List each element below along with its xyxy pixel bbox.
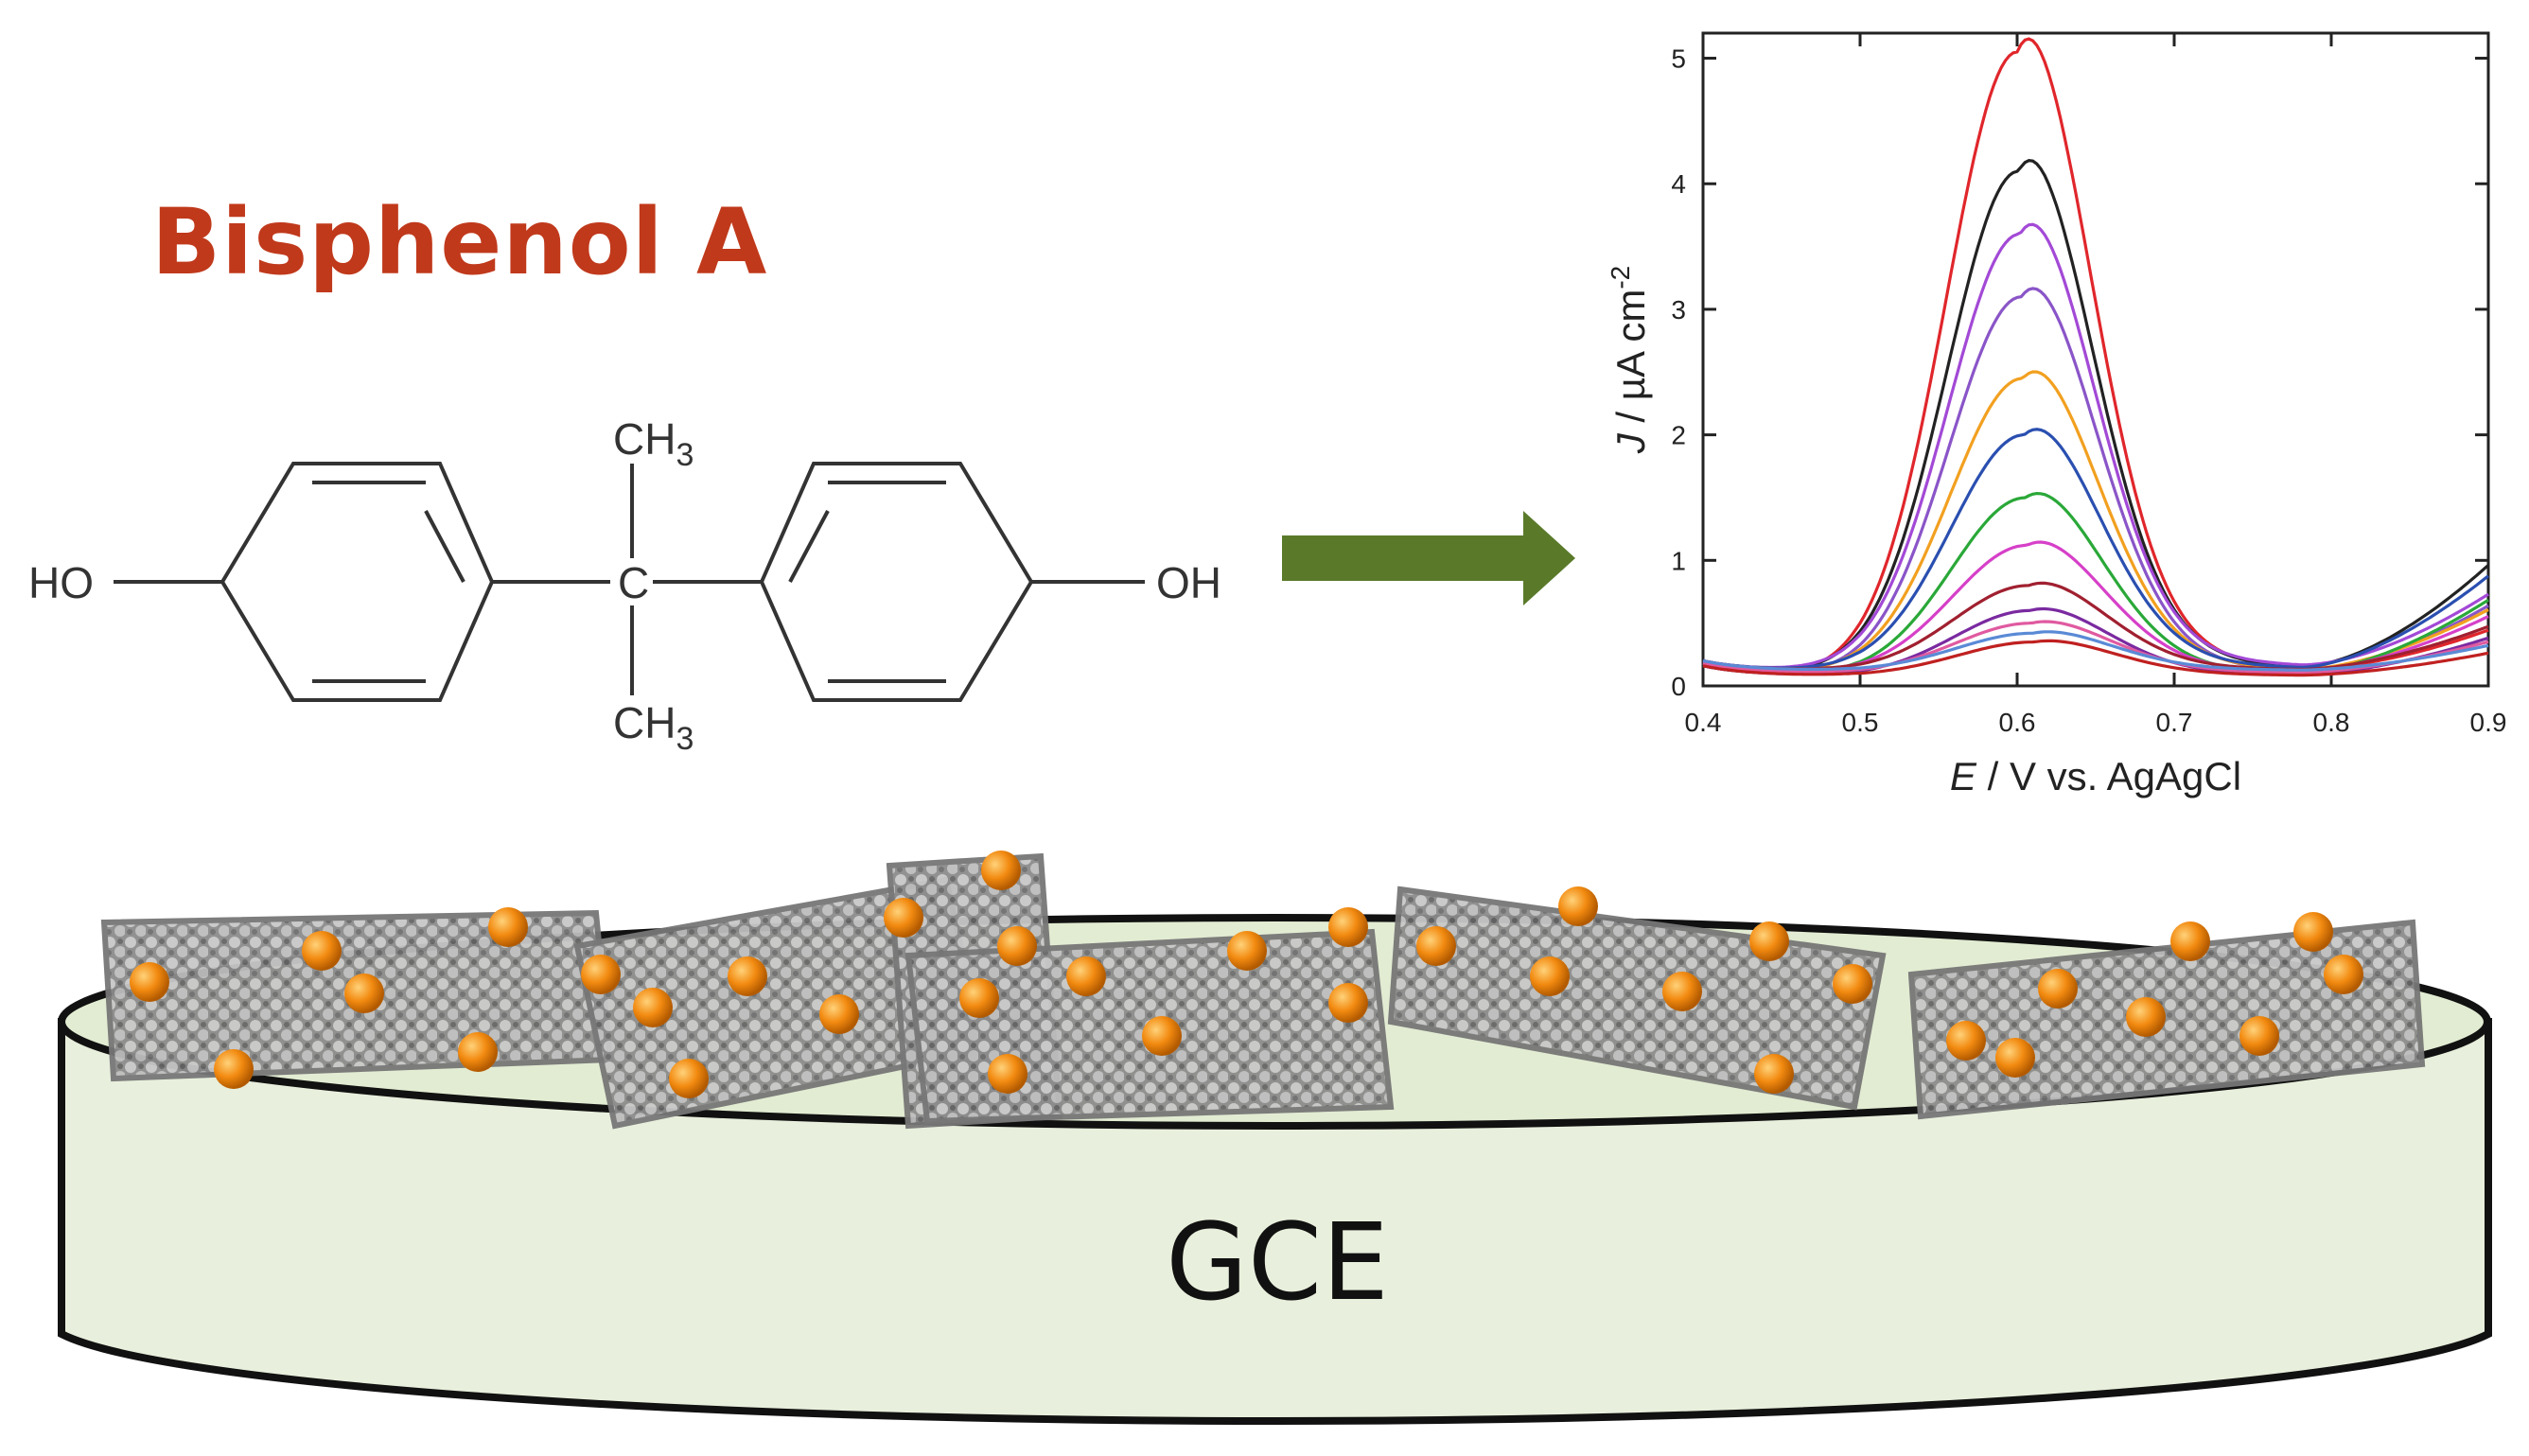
nanoparticle	[884, 898, 923, 938]
top-methyl-label: CH3	[613, 414, 694, 473]
nanoparticle	[997, 926, 1037, 966]
nanoparticle	[1749, 921, 1789, 961]
electrode-label: GCE	[1166, 1202, 1389, 1324]
nanoparticle	[1328, 907, 1368, 947]
nanoparticle	[130, 962, 169, 1002]
nanoparticle	[1754, 1054, 1794, 1094]
nanoparticle	[2293, 912, 2333, 952]
nanoparticle	[2170, 921, 2210, 961]
nanoparticle	[1662, 972, 1702, 1011]
nanoparticle	[1946, 1021, 1986, 1061]
bottom-methyl-label: CH3	[613, 698, 694, 757]
nanoparticle	[1833, 964, 1872, 1004]
nanoparticle	[458, 1032, 498, 1072]
bisphenol-a-structure: HO C OH CH3 CH3	[28, 414, 1221, 757]
nanoparticle	[633, 988, 673, 1027]
ho-label: HO	[28, 558, 94, 607]
nanoparticle	[2324, 955, 2363, 994]
nanoparticle-layer	[130, 851, 2363, 1098]
nanoparticle	[1416, 926, 1456, 966]
nanoparticle	[581, 955, 621, 994]
nanoparticle	[488, 907, 528, 947]
center-carbon-label: C	[618, 558, 649, 607]
nanoparticle	[1142, 1016, 1182, 1056]
nanoparticle	[728, 956, 767, 996]
nanoparticle	[981, 851, 1021, 890]
nanoparticle	[1227, 931, 1267, 971]
nanoparticle	[959, 978, 999, 1018]
nanoparticle	[2038, 969, 2078, 1009]
nanoparticle	[2239, 1016, 2279, 1056]
nanoparticle	[2126, 997, 2166, 1037]
nanoparticle	[344, 974, 384, 1013]
page-title: Bisphenol A	[151, 189, 768, 295]
nanoparticle	[819, 994, 859, 1034]
nanoparticle	[1066, 956, 1106, 996]
oh-label: OH	[1156, 558, 1221, 607]
nanoparticle	[988, 1054, 1027, 1094]
nanoparticle	[1328, 983, 1368, 1023]
nanoparticle	[1995, 1038, 2035, 1078]
carbon-nanotube-6	[1907, 919, 2426, 1120]
nanoparticle	[669, 1059, 709, 1098]
nanoparticle	[214, 1049, 254, 1089]
nanoparticle	[302, 931, 342, 971]
electrode-body	[58, 1018, 2492, 1426]
nanoparticle	[1558, 886, 1598, 926]
nanoparticle	[1530, 956, 1570, 996]
